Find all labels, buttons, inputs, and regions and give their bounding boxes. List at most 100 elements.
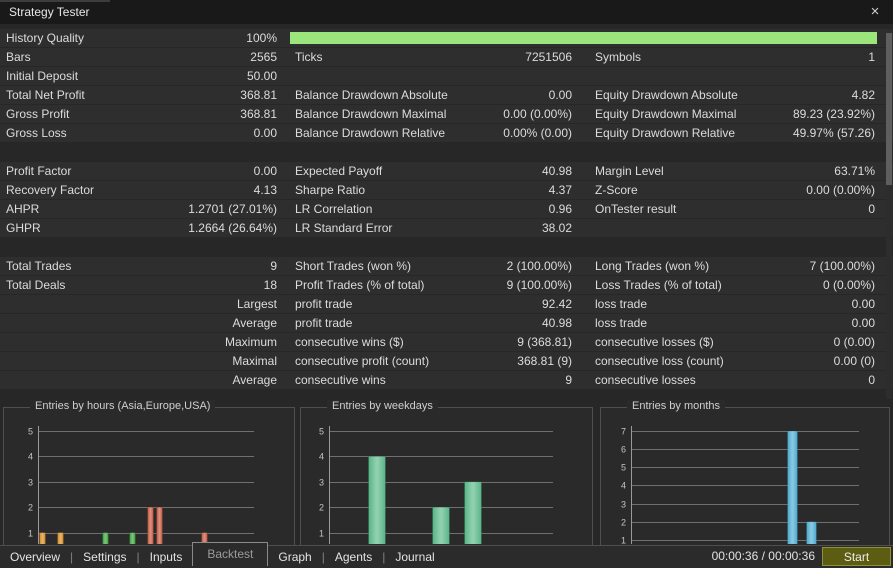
tab-separator: | (136, 550, 140, 564)
stat-value: 0.96 (548, 202, 572, 216)
svg-text:3: 3 (319, 478, 324, 488)
start-button[interactable]: Start (822, 547, 891, 566)
stat-value: 0 (0.00) (833, 335, 875, 349)
stat-row: Total Deals 18 Profit Trades (% of total) 9… (0, 276, 893, 294)
stat-label: consecutive loss (count) (595, 354, 724, 368)
svg-text:2: 2 (319, 503, 324, 513)
stat-label: consecutive losses ($) (595, 335, 714, 349)
stat-value: Largest (236, 297, 277, 311)
stat-row: Maximum consecutive wins ($) 9 (368.81) con… (0, 333, 893, 351)
stat-value: Maximum (224, 335, 277, 349)
stat-value: Average (232, 316, 277, 330)
stat-row: Largest profit trade 92.42 loss trade 0.00 (0, 295, 893, 313)
svg-text:1: 1 (28, 529, 33, 539)
stat-row: Gross Profit 368.81 Balance Drawdown Maxim… (0, 105, 893, 123)
stat-value: 9 (100.00%) (506, 278, 572, 292)
stat-label: Short Trades (won %) (295, 259, 412, 273)
stat-label: Balance Drawdown Relative (295, 126, 446, 140)
stat-value: 0 (868, 202, 875, 216)
stat-value: 0.00 (0) (833, 354, 875, 368)
tab-settings[interactable]: Settings (83, 550, 127, 564)
vertical-scrollbar[interactable] (886, 29, 892, 399)
entries-by-hours-chart: Entries by hours (Asia,Europe,USA) 1 2 3 4 5 (3, 400, 295, 545)
svg-text:2: 2 (621, 518, 626, 528)
svg-text:1: 1 (319, 529, 324, 539)
stat-label: Total Trades (6, 259, 72, 273)
tab-agents[interactable]: Agents (334, 550, 373, 564)
tab-separator: | (70, 550, 74, 564)
svg-text:3: 3 (621, 500, 626, 510)
close-icon[interactable]: × (870, 3, 880, 20)
stat-value: 1.2664 (26.64%) (188, 221, 277, 235)
stat-value: 40.98 (541, 316, 572, 330)
stat-value: 89.23 (23.92%) (792, 107, 875, 121)
stat-row: Initial Deposit 50.00 (0, 67, 893, 85)
stat-label: OnTester result (595, 202, 677, 216)
stat-label: Recovery Factor (6, 183, 95, 197)
window-title: Strategy Tester (9, 5, 90, 19)
stat-row: Maximal consecutive profit (count) 368.81 … (0, 352, 893, 370)
stat-label: History Quality (6, 31, 85, 45)
stat-label: Ticks (295, 50, 323, 64)
history-quality-progress-bar (290, 32, 877, 44)
stat-label: Total Deals (6, 278, 66, 292)
stat-value: 0.00 (851, 316, 875, 330)
stat-value: 0.00 (253, 126, 277, 140)
stat-label: Balance Drawdown Absolute (295, 88, 448, 102)
scrollbar-thumb[interactable] (886, 33, 892, 185)
svg-text:3: 3 (28, 478, 33, 488)
stat-value: 4.82 (851, 88, 875, 102)
stat-label: profit trade (295, 316, 353, 330)
stat-value: 4.13 (253, 183, 277, 197)
stat-value: 0 (0.00%) (822, 278, 875, 292)
stat-value: 7 (100.00%) (809, 259, 875, 273)
stat-value: 50.00 (246, 69, 277, 83)
tab-overview[interactable]: Overview (10, 550, 61, 564)
stat-value: 9 (270, 259, 277, 273)
stat-label: GHPR (6, 221, 41, 235)
stat-value: 38.02 (541, 221, 572, 235)
stat-value: 9 (368.81) (517, 335, 572, 349)
stat-label: consecutive losses (595, 373, 696, 387)
stat-value: 0.00% (0.00) (503, 126, 572, 140)
hours-bar-chart: 1 2 3 4 5 (28, 426, 254, 544)
stat-row: Bars 2565 Ticks 7251506 Symbols 1 (0, 48, 893, 66)
stat-label: LR Correlation (295, 202, 373, 216)
stat-label: Long Trades (won %) (595, 259, 710, 273)
entries-by-months-chart: Entries by months 1 2 3 4 5 6 7 (600, 400, 890, 545)
stat-row: Recovery Factor 4.13 Sharpe Ratio 4.37 Z-Sco… (0, 181, 893, 199)
stat-row: Total Trades 9 Short Trades (won %) 2 (100.… (0, 257, 893, 275)
tab-separator: | (321, 550, 325, 564)
stat-value: 0 (868, 373, 875, 387)
stat-label: Gross Profit (6, 107, 70, 121)
stat-value: 0.00 (851, 297, 875, 311)
stat-label: Equity Drawdown Relative (595, 126, 736, 140)
stat-value: 368.81 (240, 107, 277, 121)
stat-row: Profit Factor 0.00 Expected Payoff 40.98 Mar… (0, 162, 893, 180)
tab-graph[interactable]: Graph (278, 550, 312, 564)
stat-value: 9 (565, 373, 572, 387)
stat-value: 18 (263, 278, 277, 292)
timer-text: 00:00:36 / 00:00:36 (711, 549, 815, 563)
stat-label: consecutive wins (295, 373, 386, 387)
stat-value: 368.81 (240, 88, 277, 102)
tab-bar: Overview | Settings | Inputs Backtest Graph | Ag… (0, 542, 893, 568)
stat-label: Balance Drawdown Maximal (295, 107, 447, 121)
chart-title-hours: Entries by hours (Asia,Europe,USA) (30, 400, 216, 412)
stat-label: AHPR (6, 202, 40, 216)
tab-journal[interactable]: Journal (395, 550, 435, 564)
stat-label: Sharpe Ratio (295, 183, 366, 197)
panel-top-edge (0, 0, 110, 2)
tab-separator: | (382, 550, 386, 564)
stat-label: consecutive profit (count) (295, 354, 430, 368)
stat-value: 40.98 (541, 164, 572, 178)
svg-text:5: 5 (28, 427, 33, 437)
stat-value: 0.00 (548, 88, 572, 102)
stat-value: 1 (868, 50, 875, 64)
tab-inputs[interactable]: Inputs (149, 550, 183, 564)
stat-row: AHPR 1.2701 (27.01%) LR Correlation 0.96 OnT… (0, 200, 893, 218)
stat-value: Maximal (232, 354, 277, 368)
tab-backtest[interactable]: Backtest (192, 542, 269, 566)
stat-value: 368.81 (9) (517, 354, 572, 368)
